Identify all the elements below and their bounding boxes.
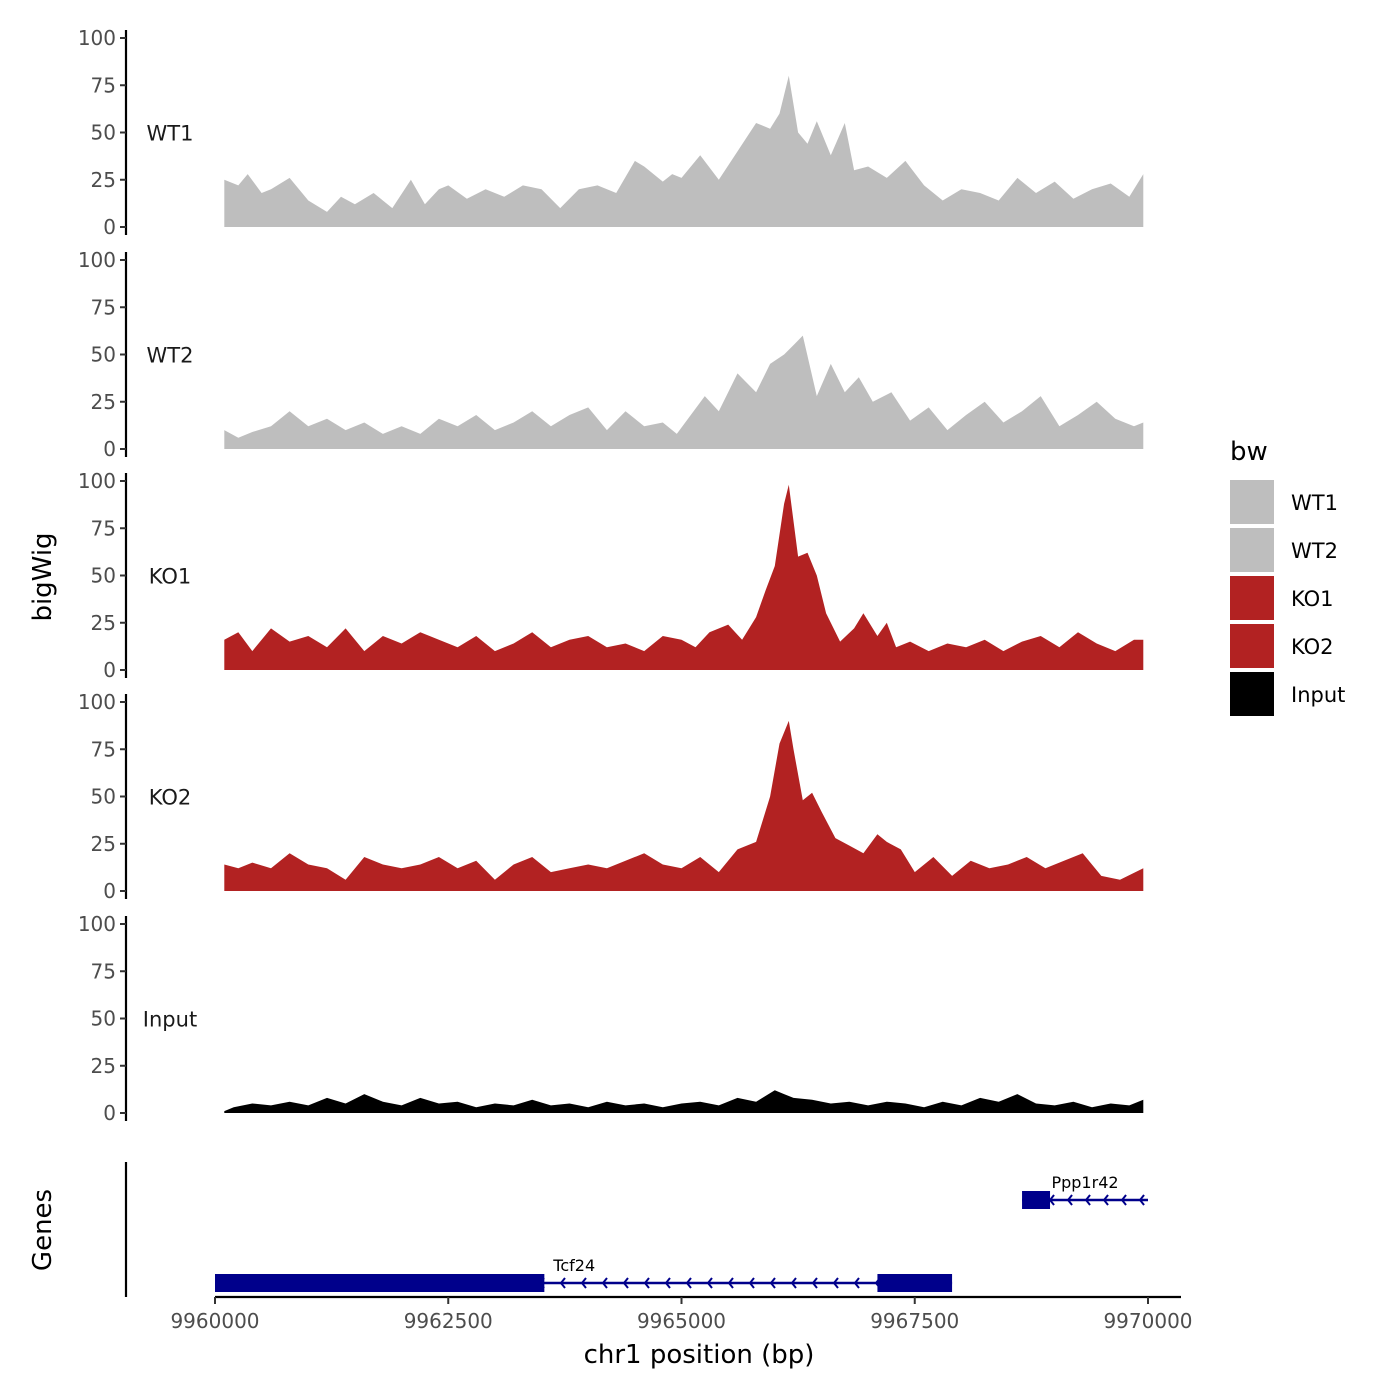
strand-arrow [1138,1194,1145,1206]
area-wt1 [224,75,1144,227]
gene-tcf24: Tcf24 [215,1256,953,1292]
y-tick-label: 75 [91,959,116,983]
legend-label: Input [1291,683,1345,707]
y-tick-label: 100 [78,469,116,493]
legend-swatch [1230,576,1274,620]
y-tick-label: 100 [78,912,116,936]
y-tick-label: 0 [103,215,116,239]
x-tick-label: 9970000 [1103,1309,1192,1333]
legend-entry-ko2: KO2 [1230,624,1334,668]
legend-entry-ko1: KO1 [1230,576,1334,620]
legend-label: WT2 [1291,539,1338,563]
y-tick-label: 25 [91,168,116,192]
strand-arrow [832,1277,839,1289]
track-label: KO2 [149,786,192,810]
track-label: KO1 [149,565,192,589]
legend-title: bw [1230,437,1268,467]
y-tick-label: 50 [91,121,116,145]
strand-arrow [1084,1194,1091,1206]
tracks-layer: 0255075100WT10255075100WT20255075100KO10… [78,26,1144,1125]
strand-arrow [1120,1194,1127,1206]
track-ko1: 0 25 50 75 100 KO1 [78,469,1144,682]
y-tick-label: 50 [91,343,116,367]
strand-arrow [727,1277,734,1289]
strand-arrow [559,1277,566,1289]
strand-arrow [790,1277,797,1289]
y-tick-label: 50 [91,564,116,588]
strand-arrow [664,1277,671,1289]
y-axis-title: bigWig [28,532,58,621]
strand-arrow [643,1277,650,1289]
y-tick-label: 25 [91,611,116,635]
legend-entry-input: Input [1230,672,1345,716]
strand-arrow [580,1277,587,1289]
x-tick-label: 9965000 [637,1309,726,1333]
legend-swatch [1230,672,1274,716]
strand-arrow [622,1277,629,1289]
strand-arrow [748,1277,755,1289]
exon [877,1274,953,1292]
track-ko2: 0 25 50 75 100 KO2 [78,690,1144,903]
x-tick-label: 9967500 [870,1309,959,1333]
area-ko1 [224,484,1144,670]
y-tick-label: 75 [91,73,116,97]
y-tick-label: 0 [103,658,116,682]
strand-arrow [1048,1194,1055,1206]
y-tick-label: 0 [103,879,116,903]
legend-swatch [1230,528,1274,572]
y-tick-label: 100 [78,690,116,714]
track-label: WT1 [147,122,194,146]
area-input [224,1090,1144,1113]
track-label: WT2 [147,344,194,368]
y-tick-label: 25 [91,390,116,414]
strand-arrow [706,1277,713,1289]
area-ko2 [224,720,1144,891]
y-tick-label: 75 [91,295,116,319]
y-tick-label: 100 [78,26,116,50]
track-input: 0 25 50 75 100 Input [78,912,1144,1125]
legend-entry-wt2: WT2 [1230,528,1338,572]
legend-label: KO1 [1291,587,1334,611]
strand-arrow [601,1277,608,1289]
strand-arrow [1066,1194,1073,1206]
exon [1022,1191,1051,1209]
legend-label: WT1 [1291,491,1338,515]
y-tick-label: 100 [78,248,116,272]
legend-entry-wt1: WT1 [1230,480,1338,524]
x-axis: 9960000 9962500 9965000 9967500 9970000 [170,1295,1193,1333]
y-tick-label: 50 [91,1007,116,1031]
gene-name-label: Ppp1r42 [1051,1173,1118,1192]
gene-name-label: Tcf24 [552,1256,595,1275]
x-axis-title: chr1 position (bp) [584,1340,815,1370]
x-tick-label: 9962500 [404,1309,493,1333]
strand-arrow [811,1277,818,1289]
legend-swatch [1230,624,1274,668]
legend-label: KO2 [1291,635,1334,659]
y-tick-label: 50 [91,785,116,809]
y-tick-label: 0 [103,1101,116,1125]
strand-arrow [853,1277,860,1289]
strand-arrow [685,1277,692,1289]
y-tick-label: 0 [103,437,116,461]
legend: bw WT1 WT2 KO1 KO2 Input [1230,437,1345,716]
legend-swatch [1230,480,1274,524]
gene-ppp1r42: Ppp1r42 [1022,1173,1148,1209]
exon [215,1274,545,1292]
strand-arrow [1102,1194,1109,1206]
y-tick-label: 25 [91,832,116,856]
y-tick-label: 75 [91,737,116,761]
x-tick-label: 9960000 [170,1309,259,1333]
track-label: Input [143,1008,197,1032]
track-wt1: 0 25 50 75 100 WT1 [78,26,1144,239]
track-wt2: 0 25 50 75 100 WT2 [78,248,1144,461]
y-tick-label: 25 [91,1054,116,1078]
genes-layer: Tcf24 Ppp1r42 [124,1162,1148,1297]
genes-axis-title: Genes [28,1189,58,1271]
strand-arrow [769,1277,776,1289]
area-wt2 [224,335,1144,449]
y-tick-label: 75 [91,516,116,540]
